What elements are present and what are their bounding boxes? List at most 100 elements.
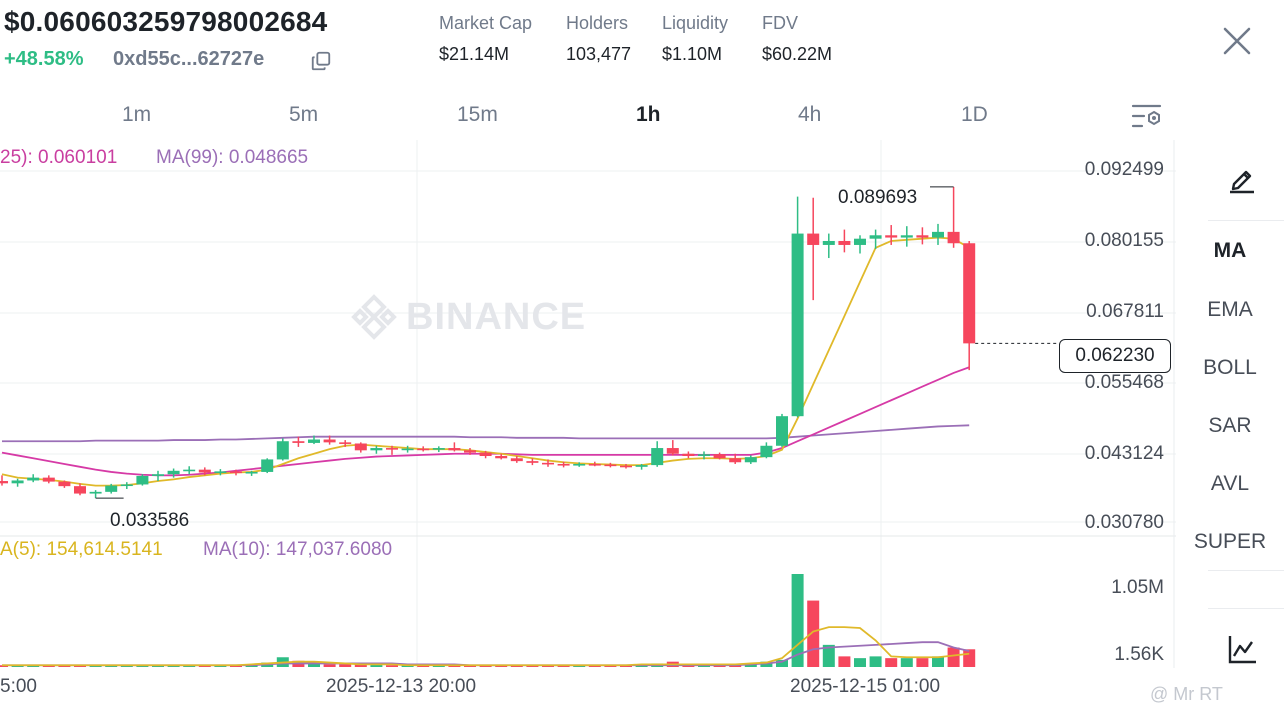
candle-body (776, 416, 788, 446)
contract-address: 0xd55c...62727e (113, 48, 265, 70)
candle-body (136, 475, 149, 485)
candle-body (308, 439, 320, 443)
volume-bar (885, 658, 898, 667)
time-axis-label: 2025-12-15 01:00 (790, 676, 941, 697)
volume-bar (822, 644, 835, 667)
candle-body (510, 458, 523, 462)
candle-body (916, 235, 929, 238)
draw-pencil-icon[interactable] (1226, 162, 1258, 194)
candle-body (557, 463, 570, 466)
volume-bar (854, 658, 866, 667)
candle-body (635, 465, 648, 467)
vol-ma5-legend: A(5): 154,614.5141 (0, 539, 163, 560)
credit-watermark: @ Mr RT (1150, 684, 1223, 704)
token-price: $0.060603259798002684 (4, 6, 328, 37)
candle-body (152, 474, 164, 476)
tab-1m[interactable]: 1m (122, 103, 152, 126)
indicator-super[interactable]: SUPER (1193, 530, 1267, 553)
copy-icon[interactable] (310, 50, 332, 72)
stat-value-market-cap: $21.14M (439, 44, 510, 64)
indicator-ema[interactable]: EMA (1207, 298, 1253, 321)
candle-body (713, 454, 726, 459)
candle-body (682, 453, 695, 457)
candle-body (947, 231, 960, 244)
candle-body (651, 448, 664, 466)
candle-body (167, 470, 180, 475)
candle-body (58, 481, 71, 487)
time-axis-label: 2025-12-13 20:00 (326, 676, 477, 697)
close-icon[interactable] (1220, 24, 1254, 58)
candle-body (932, 231, 944, 238)
candle-body (526, 461, 539, 463)
volume-bar (339, 664, 352, 667)
candle-body (854, 238, 866, 245)
candle-body (27, 477, 40, 481)
candle-body (666, 448, 679, 454)
price-axis-label: 0.043124 (1084, 443, 1164, 464)
stat-label-fdv: FDV (762, 13, 798, 33)
tab-4h[interactable]: 4h (798, 103, 822, 126)
indicator-boll[interactable]: BOLL (1203, 356, 1257, 379)
volume-bar (791, 574, 804, 667)
candle-body (339, 442, 352, 444)
indicator-avl[interactable]: AVL (1210, 472, 1250, 495)
high-marker-label: 0.089693 (838, 187, 918, 208)
indicator-sar[interactable]: SAR (1208, 414, 1252, 437)
candle-body (183, 469, 196, 472)
volume-bar (916, 658, 929, 667)
candle-body (604, 464, 617, 467)
candle-body (230, 471, 242, 474)
volume-bar (900, 658, 913, 667)
candle-body (573, 463, 586, 466)
price-axis-label: 0.092499 (1084, 159, 1164, 180)
tab-1d[interactable]: 1D (961, 103, 988, 126)
indicator-chart-icon[interactable] (1226, 632, 1260, 666)
candle-body (214, 471, 227, 473)
candle-body (822, 240, 835, 245)
tab-5m[interactable]: 5m (289, 103, 319, 126)
last-price-label: 0.062230 (1059, 339, 1171, 373)
candle-body (370, 448, 383, 451)
volume-bar (838, 656, 851, 667)
indicator-menu: MA EMA BOLL SAR AVL SUPER (1176, 140, 1284, 670)
candle-body (495, 456, 508, 459)
candle-body (432, 448, 445, 450)
ma99-line (2, 424, 970, 443)
price-chart[interactable] (0, 140, 1176, 670)
candle-body (464, 450, 476, 453)
candle-body (542, 462, 554, 465)
tab-1h[interactable]: 1h (636, 103, 661, 126)
tab-15m[interactable]: 15m (457, 103, 498, 126)
volume-bar (323, 664, 336, 667)
volume-bar (869, 656, 882, 667)
stat-value-liquidity: $1.10M (662, 44, 723, 64)
volume-axis-label: 1.56K (1114, 644, 1164, 665)
candle-body (698, 454, 710, 457)
candle-body (417, 448, 430, 451)
candle-body (479, 452, 492, 457)
price-axis-label: 0.080155 (1084, 230, 1164, 251)
candle-body (448, 448, 461, 451)
candle-body (869, 235, 882, 239)
candle-body (963, 243, 976, 344)
low-marker-label: 0.033586 (110, 510, 190, 531)
candle-body (120, 484, 133, 487)
volume-bar (370, 664, 383, 667)
volume-bar (386, 665, 398, 667)
candle-body (760, 445, 773, 458)
indicator-ma[interactable]: MA (1213, 239, 1247, 262)
price-axis-label: 0.067811 (1086, 301, 1164, 322)
candle-body (401, 448, 414, 451)
candle-body (261, 459, 274, 472)
price-axis-label: 0.030780 (1084, 512, 1164, 533)
price-change: +48.58% (4, 48, 84, 70)
candle-body (838, 240, 851, 245)
chart-settings-icon[interactable] (1130, 100, 1164, 132)
stat-label-market-cap: Market Cap (439, 13, 533, 33)
candle-body (42, 477, 55, 482)
stat-label-liquidity: Liquidity (662, 13, 729, 33)
candle-body (729, 458, 742, 463)
candle-body (245, 471, 258, 474)
volume-bar (807, 600, 820, 667)
volume-bar (308, 662, 320, 667)
